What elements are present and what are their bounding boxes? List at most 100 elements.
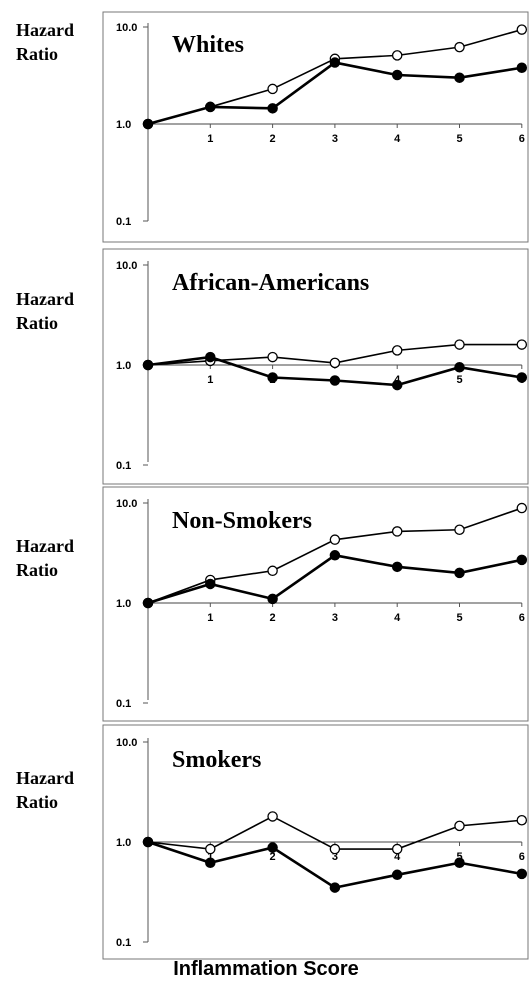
open-point bbox=[267, 811, 278, 822]
y-tick-label: 1.0 bbox=[116, 837, 131, 849]
x-tick-label: 1 bbox=[207, 851, 213, 863]
x-tick-label: 4 bbox=[394, 612, 401, 624]
y-axis-label-line1: Hazard bbox=[16, 20, 74, 40]
filled-point bbox=[391, 69, 403, 81]
filled-point bbox=[516, 554, 528, 566]
y-axis-label-line2: Ratio bbox=[16, 313, 58, 333]
filled-point bbox=[391, 379, 403, 391]
y-axis-label-non-smokers: Hazard Ratio bbox=[16, 534, 86, 582]
panel-border bbox=[102, 11, 529, 243]
filled-point bbox=[267, 842, 278, 853]
open-point bbox=[329, 843, 341, 855]
filled-point bbox=[267, 593, 278, 605]
filled-point bbox=[329, 550, 341, 561]
filled-point bbox=[391, 561, 403, 573]
y-axis-label-line2: Ratio bbox=[16, 44, 58, 64]
filled-point bbox=[142, 597, 154, 609]
filled-point bbox=[205, 351, 216, 363]
open-point bbox=[454, 41, 465, 53]
y-axis-label-african-americans: Hazard Ratio bbox=[16, 287, 86, 335]
filled-point bbox=[205, 578, 216, 590]
open-point bbox=[267, 351, 278, 363]
open-point bbox=[391, 50, 403, 61]
x-tick-label: 4 bbox=[394, 133, 401, 145]
filled-point bbox=[329, 375, 341, 386]
filled-point bbox=[454, 857, 465, 869]
filled-point bbox=[454, 567, 465, 579]
y-tick-label: 1.0 bbox=[116, 119, 131, 131]
x-tick-label: 2 bbox=[270, 612, 276, 624]
open-point bbox=[454, 524, 465, 536]
open-point bbox=[391, 345, 403, 356]
panel-border bbox=[102, 724, 529, 960]
filled-point bbox=[391, 869, 403, 881]
filled-point bbox=[454, 72, 465, 83]
y-tick-label: 0.1 bbox=[116, 460, 131, 472]
filled-point bbox=[205, 101, 216, 113]
filled-point bbox=[329, 57, 341, 68]
y-axis-label-line1: Hazard bbox=[16, 536, 74, 556]
x-tick-label: 2 bbox=[270, 133, 276, 145]
y-tick-label: 10.0 bbox=[116, 737, 137, 749]
panel-border bbox=[102, 248, 529, 485]
filled-point bbox=[516, 868, 528, 880]
filled-point bbox=[267, 372, 278, 383]
panel-title: Smokers bbox=[172, 747, 261, 773]
open-point bbox=[454, 820, 465, 832]
x-tick-label: 3 bbox=[332, 851, 338, 863]
open-point bbox=[516, 815, 528, 826]
y-tick-label: 0.1 bbox=[116, 216, 131, 228]
panel-title: Non-Smokers bbox=[172, 508, 312, 534]
y-tick-label: 0.1 bbox=[116, 937, 131, 949]
open-point bbox=[205, 843, 216, 855]
open-point bbox=[516, 24, 528, 35]
open-point bbox=[391, 843, 403, 855]
x-tick-label: 1 bbox=[207, 612, 213, 624]
open-point bbox=[454, 339, 465, 350]
y-axis-label-smokers: Hazard Ratio bbox=[16, 766, 86, 814]
open-point bbox=[516, 502, 528, 514]
x-tick-label: 5 bbox=[456, 612, 462, 624]
filled-point bbox=[142, 359, 154, 371]
x-tick-label: 1 bbox=[207, 133, 213, 145]
open-point bbox=[267, 565, 278, 577]
open-point bbox=[329, 534, 341, 545]
x-tick-label: 6 bbox=[519, 133, 525, 145]
y-axis-label-whites: Hazard Ratio bbox=[16, 18, 86, 66]
y-tick-label: 10.0 bbox=[116, 22, 137, 34]
open-point bbox=[329, 357, 341, 369]
open-point bbox=[391, 526, 403, 537]
series-line bbox=[147, 553, 523, 605]
x-tick-label: 3 bbox=[332, 133, 338, 145]
x-tick-label: 2 bbox=[270, 851, 276, 863]
x-tick-label: 3 bbox=[332, 612, 338, 624]
filled-point bbox=[142, 118, 154, 130]
open-point bbox=[267, 83, 278, 95]
panel-border bbox=[102, 486, 529, 722]
y-axis-label-line1: Hazard bbox=[16, 768, 74, 788]
y-axis-label-line1: Hazard bbox=[16, 289, 74, 309]
y-tick-label: 0.1 bbox=[116, 698, 131, 710]
filled-point bbox=[329, 882, 341, 893]
x-tick-label: 4 bbox=[394, 851, 401, 863]
filled-point bbox=[267, 103, 278, 114]
y-tick-label: 1.0 bbox=[116, 598, 131, 610]
y-tick-label: 1.0 bbox=[116, 360, 131, 372]
x-axis-label: Inflammation Score bbox=[173, 958, 359, 980]
x-tick-label: 1 bbox=[207, 374, 213, 386]
x-tick-label: 6 bbox=[519, 851, 525, 863]
filled-point bbox=[516, 62, 528, 74]
panel-title: Whites bbox=[172, 32, 244, 58]
filled-point bbox=[205, 857, 216, 869]
x-tick-label: 5 bbox=[456, 851, 462, 863]
x-tick-label: 5 bbox=[456, 133, 462, 145]
y-tick-label: 10.0 bbox=[116, 260, 137, 272]
filled-point bbox=[516, 372, 528, 383]
panel-title: African-Americans bbox=[172, 270, 369, 296]
series-line bbox=[147, 61, 523, 126]
open-point bbox=[516, 339, 528, 350]
y-tick-label: 10.0 bbox=[116, 498, 137, 510]
y-axis-label-line2: Ratio bbox=[16, 560, 58, 580]
filled-point bbox=[454, 361, 465, 373]
